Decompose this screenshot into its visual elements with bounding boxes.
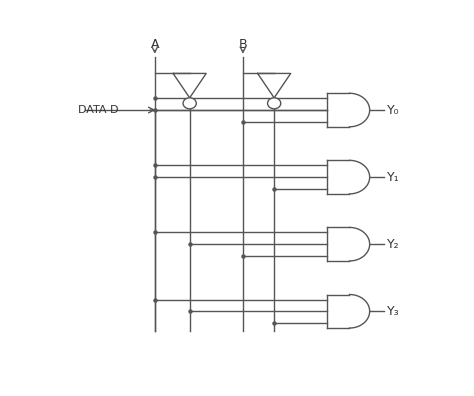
Text: B: B bbox=[238, 38, 247, 51]
Text: DATA D: DATA D bbox=[78, 105, 118, 115]
Text: Y₁: Y₁ bbox=[387, 171, 400, 184]
Text: A: A bbox=[151, 38, 159, 51]
Circle shape bbox=[267, 98, 281, 109]
Text: Y₀: Y₀ bbox=[387, 103, 400, 116]
Circle shape bbox=[183, 98, 196, 109]
Text: Y₃: Y₃ bbox=[387, 305, 400, 318]
Text: Y₂: Y₂ bbox=[387, 238, 400, 251]
